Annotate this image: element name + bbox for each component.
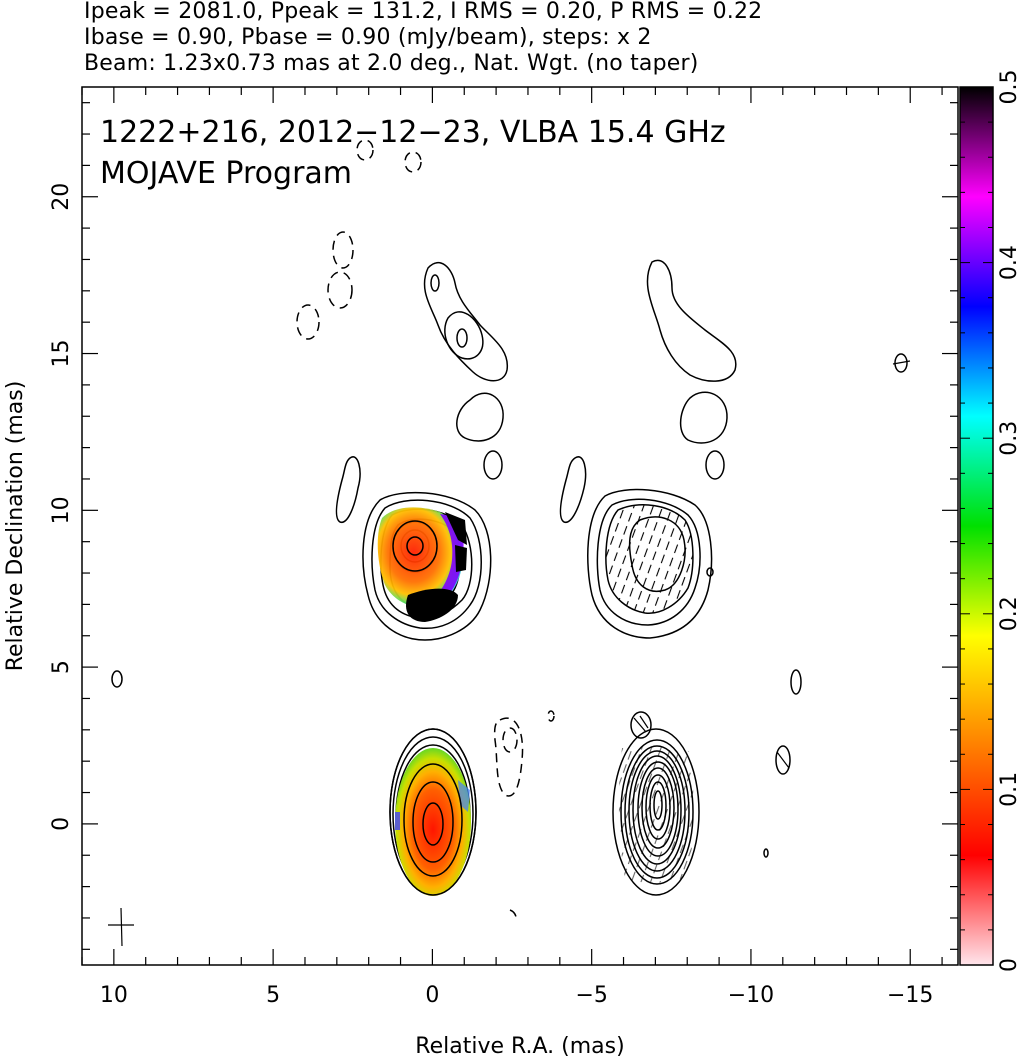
colorbar-tick-label: 0.5: [997, 70, 1021, 105]
map-area: [108, 139, 911, 947]
y-tick-label: 10: [49, 496, 74, 524]
y-tick-label: 15: [49, 340, 74, 368]
colorbar-tick-label: 0.3: [997, 421, 1021, 456]
axis-ticks: [81, 87, 958, 965]
plot-frame: [81, 86, 959, 966]
colorbar-tick-label: 0.4: [997, 245, 1021, 280]
header-line-1: Ipeak = 2081.0, Ppeak = 131.2, I RMS = 0…: [84, 0, 763, 24]
colorbar: [959, 86, 994, 966]
x-tick-label: 5: [266, 983, 280, 1008]
y-axis-label: Relative Declination (mas): [3, 381, 28, 672]
header-line-3: Beam: 1.23x0.73 mas at 2.0 deg., Nat. Wg…: [84, 51, 699, 76]
colorbar-tick-label: 0.2: [997, 596, 1021, 631]
right-panel-contours: [559, 259, 737, 896]
x-tick-label: −10: [728, 983, 774, 1008]
isolated-contours: [111, 139, 911, 923]
beam-cross: [108, 907, 134, 947]
y-tick-label: 0: [49, 817, 74, 831]
colorbar-ticks: 0 0.1 0.2 0.3 0.4 0.5: [960, 70, 1021, 972]
x-axis-label: Relative R.A. (mas): [415, 1034, 624, 1059]
colorbar-tick-label: 0: [997, 958, 1021, 972]
x-tick-label: 0: [425, 983, 439, 1008]
program-label: MOJAVE Program: [100, 156, 352, 191]
x-tick-label: 10: [100, 983, 128, 1008]
source-title: 1222+216, 2012−12−23, VLBA 15.4 GHz: [100, 115, 726, 150]
x-tick-label: −5: [575, 983, 607, 1008]
y-tick-label: 20: [49, 183, 74, 211]
left-panel-polarization-color: [377, 507, 477, 896]
y-tick-label: 5: [49, 660, 74, 674]
header-line-2: Ibase = 0.90, Pbase = 0.90 (mJy/beam), s…: [84, 25, 652, 50]
axis-tick-labels: 10 5 0 −5 −10 −15 0 5 10 15 20: [49, 183, 933, 1008]
colorbar-tick-label: 0.1: [997, 772, 1021, 807]
x-tick-label: −15: [887, 983, 933, 1008]
